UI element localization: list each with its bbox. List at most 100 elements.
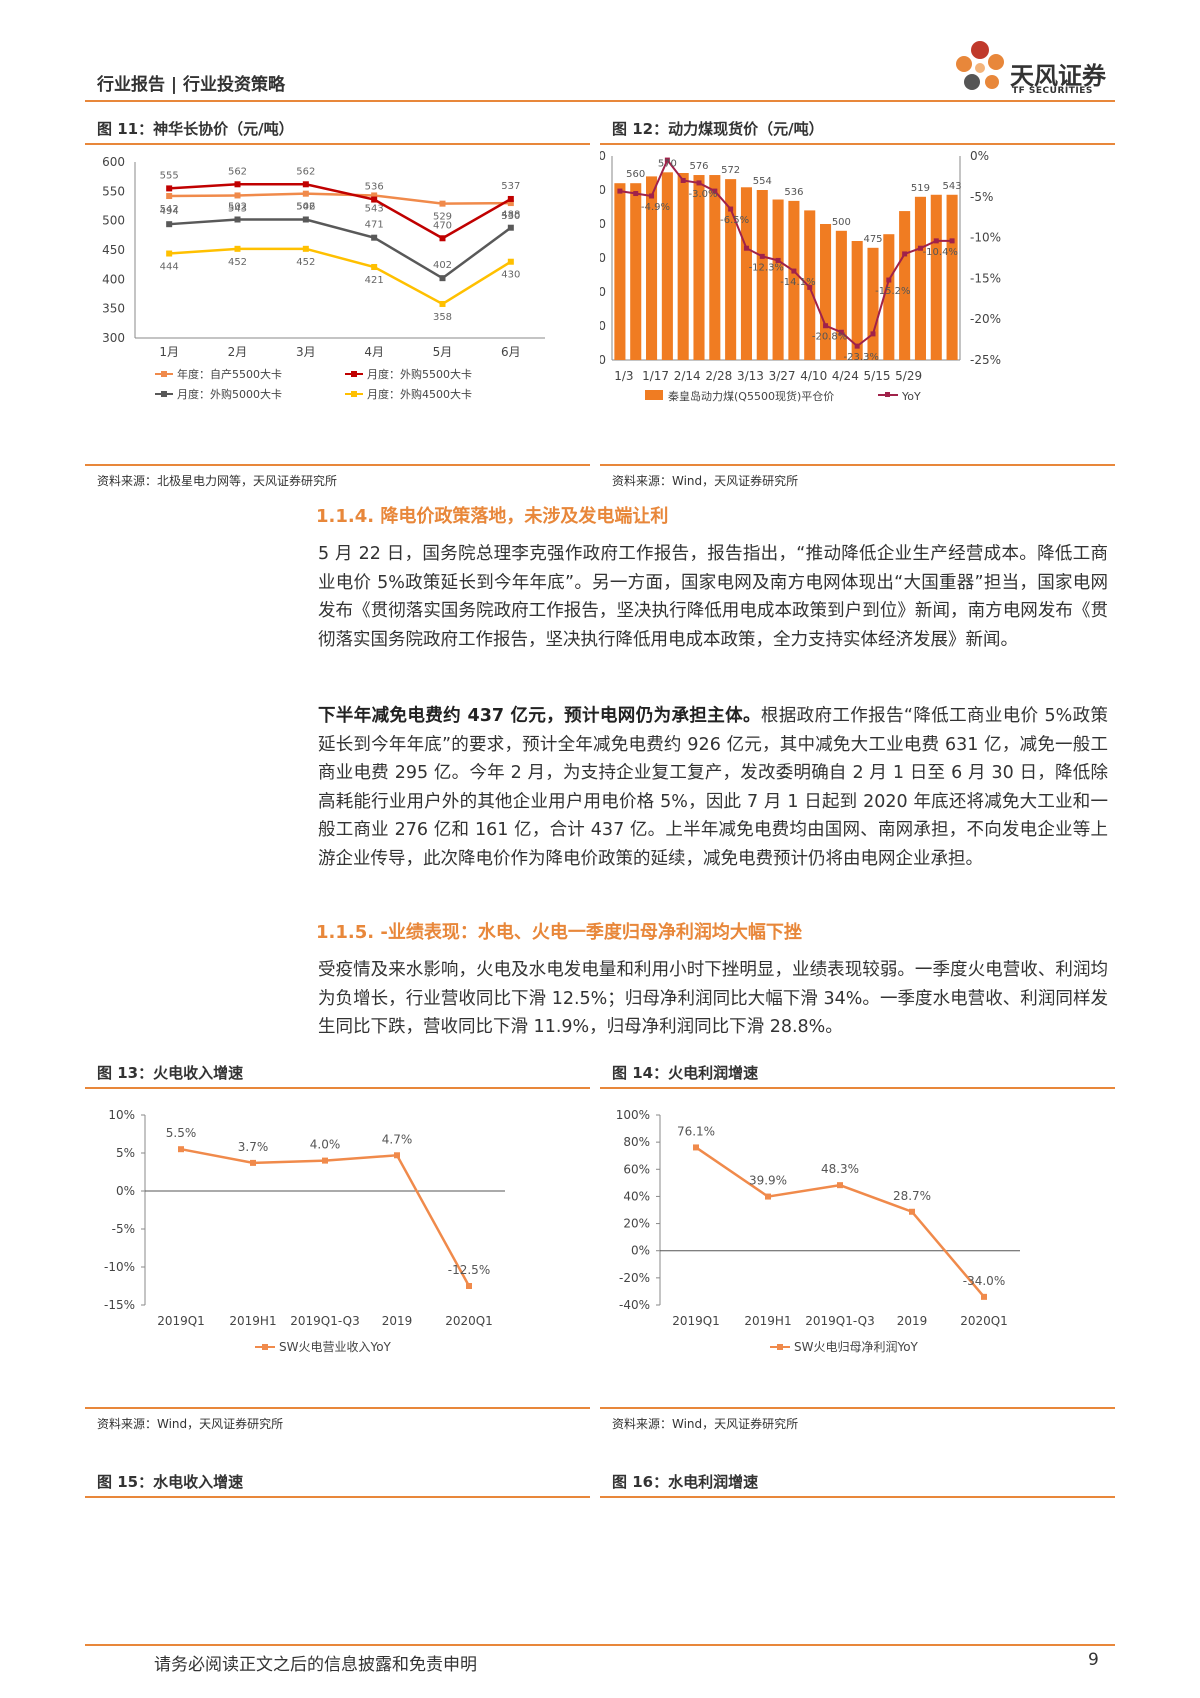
fig12-x-tick: 3/27 <box>769 369 796 383</box>
fig12-legend-label: YoY <box>901 390 921 403</box>
fig14-legend-marker <box>777 1344 783 1350</box>
fig12-y-tick: 400 <box>600 285 606 299</box>
footer-disclaimer: 请务必阅读正文之后的信息披露和免责申明 <box>154 1655 477 1675</box>
fig11-point <box>507 195 514 202</box>
fig12-y-tick: 600 <box>600 150 606 163</box>
fig12-bar <box>725 179 737 360</box>
fig12-yoy-point <box>743 245 749 251</box>
fig12-bar-label: 500 <box>832 217 851 228</box>
fig14-point <box>909 1208 915 1215</box>
fig14-x-tick: 2019H1 <box>744 1314 791 1328</box>
fig12-yoy-point <box>823 323 829 329</box>
fig12-yoy-label: -20.8% <box>812 332 847 343</box>
fig13-x-tick: 2020Q1 <box>445 1314 493 1328</box>
fig12-yoy-point <box>886 277 892 283</box>
fig12-bar <box>661 172 673 360</box>
fig13-title: 图 13：火电收入增速 <box>97 1064 244 1082</box>
fig12-yoy-line <box>619 158 953 348</box>
fig12-bar <box>693 175 705 360</box>
fig12-bar-label: 554 <box>753 176 772 187</box>
fig11-source: 资料来源：北极星电力网等，天风证券研究所 <box>97 474 338 488</box>
fig11-x-tick: 1月 <box>159 345 179 359</box>
fig11-data-label: 543 <box>365 203 384 214</box>
fig11-point <box>439 235 446 242</box>
section-1-1-4-para1: 5 月 22 日，国务院总理李克强作政府工作报告，报告指出，“推动降低企业生产经… <box>318 544 1108 650</box>
fig14-bottom-rule <box>600 1407 1115 1409</box>
fig11-data-label: 358 <box>433 312 452 323</box>
fig11-point <box>302 216 309 223</box>
fig12-bar-label: 536 <box>784 187 803 198</box>
fig12-y-tick: 550 <box>600 183 606 197</box>
fig11-point <box>302 181 309 188</box>
fig12-yoy-point <box>775 257 781 263</box>
fig11-series-line <box>169 247 512 306</box>
fig11-x-tick: 2月 <box>228 345 248 359</box>
fig12-yoy-label: -3.0% <box>688 189 717 200</box>
fig13-data-label: 4.7% <box>382 1132 413 1146</box>
fig11-x-tick: 5月 <box>433 345 453 359</box>
fig12-bar <box>930 194 942 360</box>
fig11-series-line <box>169 183 512 240</box>
fig11-data-label: 430 <box>501 270 520 281</box>
fig11-point <box>507 200 514 207</box>
footer-divider <box>85 1644 1115 1646</box>
fig14-y-tick: 40% <box>623 1189 650 1203</box>
fig11-legend-marker <box>161 391 167 397</box>
fig14-y-tick: 80% <box>623 1135 650 1149</box>
fig14-y-tick: -20% <box>619 1271 650 1285</box>
fig13-source: 资料来源：Wind，天风证券研究所 <box>97 1417 284 1431</box>
fig11-point <box>302 190 309 197</box>
fig14-y-tick: 100% <box>616 1108 650 1122</box>
fig11-data-label: 562 <box>296 166 315 177</box>
fig12-yoy-label: -14.1% <box>780 277 815 288</box>
fig13-series-line <box>180 1147 471 1287</box>
fig13-data-label: 3.7% <box>238 1140 269 1154</box>
fig12-x-tick: 2/14 <box>674 369 701 383</box>
fig11-legend-marker <box>161 371 167 377</box>
fig11-top-rule <box>85 143 590 145</box>
fig14-y-tick: 20% <box>623 1217 650 1231</box>
fig12-yoy-point <box>917 245 923 251</box>
fig12-bar-label: 560 <box>626 169 645 180</box>
fig12-y2-tick: -10% <box>970 231 1001 245</box>
fig12-yoy-label: -4.9% <box>641 202 670 213</box>
fig11-data-label: 530 <box>501 211 520 222</box>
fig11-y-tick: 450 <box>102 243 125 257</box>
fig14-point <box>981 1293 987 1300</box>
fig12-yoy-point <box>696 180 702 186</box>
fig12-y-tick: 350 <box>600 319 606 333</box>
fig12-bar <box>867 247 879 360</box>
fig12-yoy-point <box>617 188 623 194</box>
fig13-y-tick: -15% <box>104 1298 135 1312</box>
fig12-bar <box>914 196 926 360</box>
fig12-bar <box>630 183 642 360</box>
fig12-yoy-point <box>933 238 939 244</box>
fig12-y2-tick: -20% <box>970 312 1001 326</box>
fig12-x-tick: 1/17 <box>642 369 669 383</box>
fig13-point <box>250 1159 256 1166</box>
fig12-bar-label: 570 <box>658 158 677 169</box>
fig16-top-rule <box>600 1496 1115 1498</box>
fig11-data-label: 402 <box>433 260 452 271</box>
fig11-data-label: 494 <box>160 206 179 217</box>
fig11-data-label: 537 <box>501 181 520 192</box>
fig12-bottom-rule <box>600 464 1115 466</box>
fig11-point <box>507 224 514 231</box>
fig12-legend-label: 秦皇岛动力煤(Q5500现货)平仓价 <box>668 389 834 403</box>
fig11-title: 图 11：神华长协价（元/吨） <box>97 120 294 138</box>
fig14-y-tick: 60% <box>623 1162 650 1176</box>
fig11-data-label: 543 <box>228 203 247 214</box>
fig12-title: 图 12：动力煤现货价（元/吨） <box>612 120 824 138</box>
fig13-y-tick: -10% <box>104 1260 135 1274</box>
fig14-top-rule <box>600 1087 1115 1089</box>
fig12-yoy-point <box>949 238 955 244</box>
fig12-x-tick: 5/15 <box>864 369 891 383</box>
fig12-bar <box>677 173 689 360</box>
fig11-point <box>439 275 446 282</box>
fig12-yoy-label: -6.5% <box>720 215 749 226</box>
fig12-y2-tick: -15% <box>970 271 1001 285</box>
fig11-point <box>234 245 241 252</box>
fig14-data-label: 39.9% <box>749 1174 787 1188</box>
fig11-y-tick: 400 <box>102 272 125 286</box>
fig14-title: 图 14：火电利润增速 <box>612 1064 759 1082</box>
